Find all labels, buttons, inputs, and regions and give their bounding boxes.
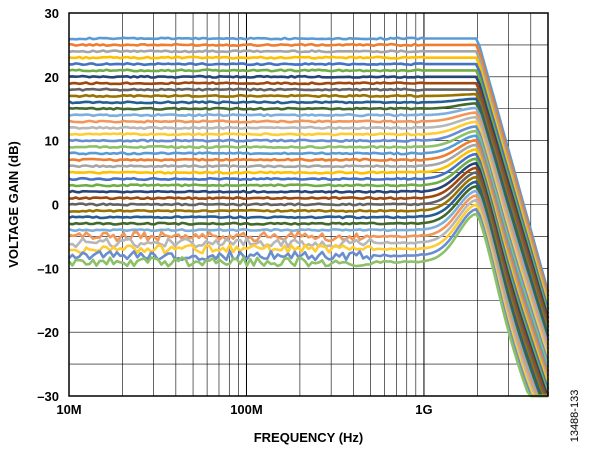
series-line — [68, 87, 550, 328]
series-line — [68, 184, 548, 398]
series-line — [68, 138, 550, 377]
series-line — [68, 106, 550, 346]
series-line — [68, 55, 550, 306]
series-line — [69, 92, 550, 332]
series-line — [68, 81, 550, 324]
series-line — [68, 157, 550, 395]
series-line — [68, 111, 550, 350]
series-group — [67, 36, 550, 398]
series-line — [68, 115, 550, 355]
y-tick-label: –20 — [37, 325, 59, 340]
series-line — [68, 171, 548, 398]
x-tick-label: 100M — [230, 402, 263, 417]
series-line — [68, 189, 548, 398]
series-line — [68, 102, 550, 341]
series-line — [68, 74, 550, 319]
y-tick-labels: –30 –20 –10 0 10 20 30 — [37, 6, 59, 404]
series-line — [67, 212, 548, 398]
y-tick-label: 10 — [45, 134, 59, 149]
series-line — [68, 161, 550, 397]
figure-id: 13488-133 — [569, 390, 581, 443]
series-line — [68, 203, 548, 398]
series-line — [68, 180, 548, 398]
y-axis-label: VOLTAGE GAIN (dB) — [6, 141, 21, 268]
plot-frame — [68, 12, 549, 397]
series-line — [68, 148, 550, 386]
series-line — [68, 207, 548, 398]
series-line — [68, 152, 550, 390]
x-tick-labels: 10M 100M 1G — [56, 402, 432, 417]
series-line — [68, 61, 550, 310]
series-line — [68, 125, 550, 363]
series-line — [68, 68, 550, 315]
y-tick-label: 30 — [45, 6, 59, 21]
series-line — [68, 166, 549, 397]
series-line — [68, 175, 548, 398]
series-line — [68, 129, 550, 368]
series-line — [68, 194, 548, 398]
x-tick-label: 10M — [56, 402, 81, 417]
y-tick-label: 20 — [45, 70, 59, 85]
series-line — [68, 120, 550, 359]
series-line — [68, 134, 550, 372]
series-line — [68, 42, 550, 297]
x-tick-label: 1G — [415, 402, 432, 417]
y-tick-label: –30 — [37, 389, 59, 404]
y-tick-label: –10 — [37, 261, 59, 276]
series-line — [68, 198, 548, 398]
series-line — [68, 36, 550, 293]
series-line — [68, 49, 550, 301]
y-tick-label: 0 — [52, 198, 59, 213]
series-line — [68, 97, 550, 337]
series-line — [68, 143, 550, 381]
x-axis-label: FREQUENCY (Hz) — [254, 430, 364, 445]
